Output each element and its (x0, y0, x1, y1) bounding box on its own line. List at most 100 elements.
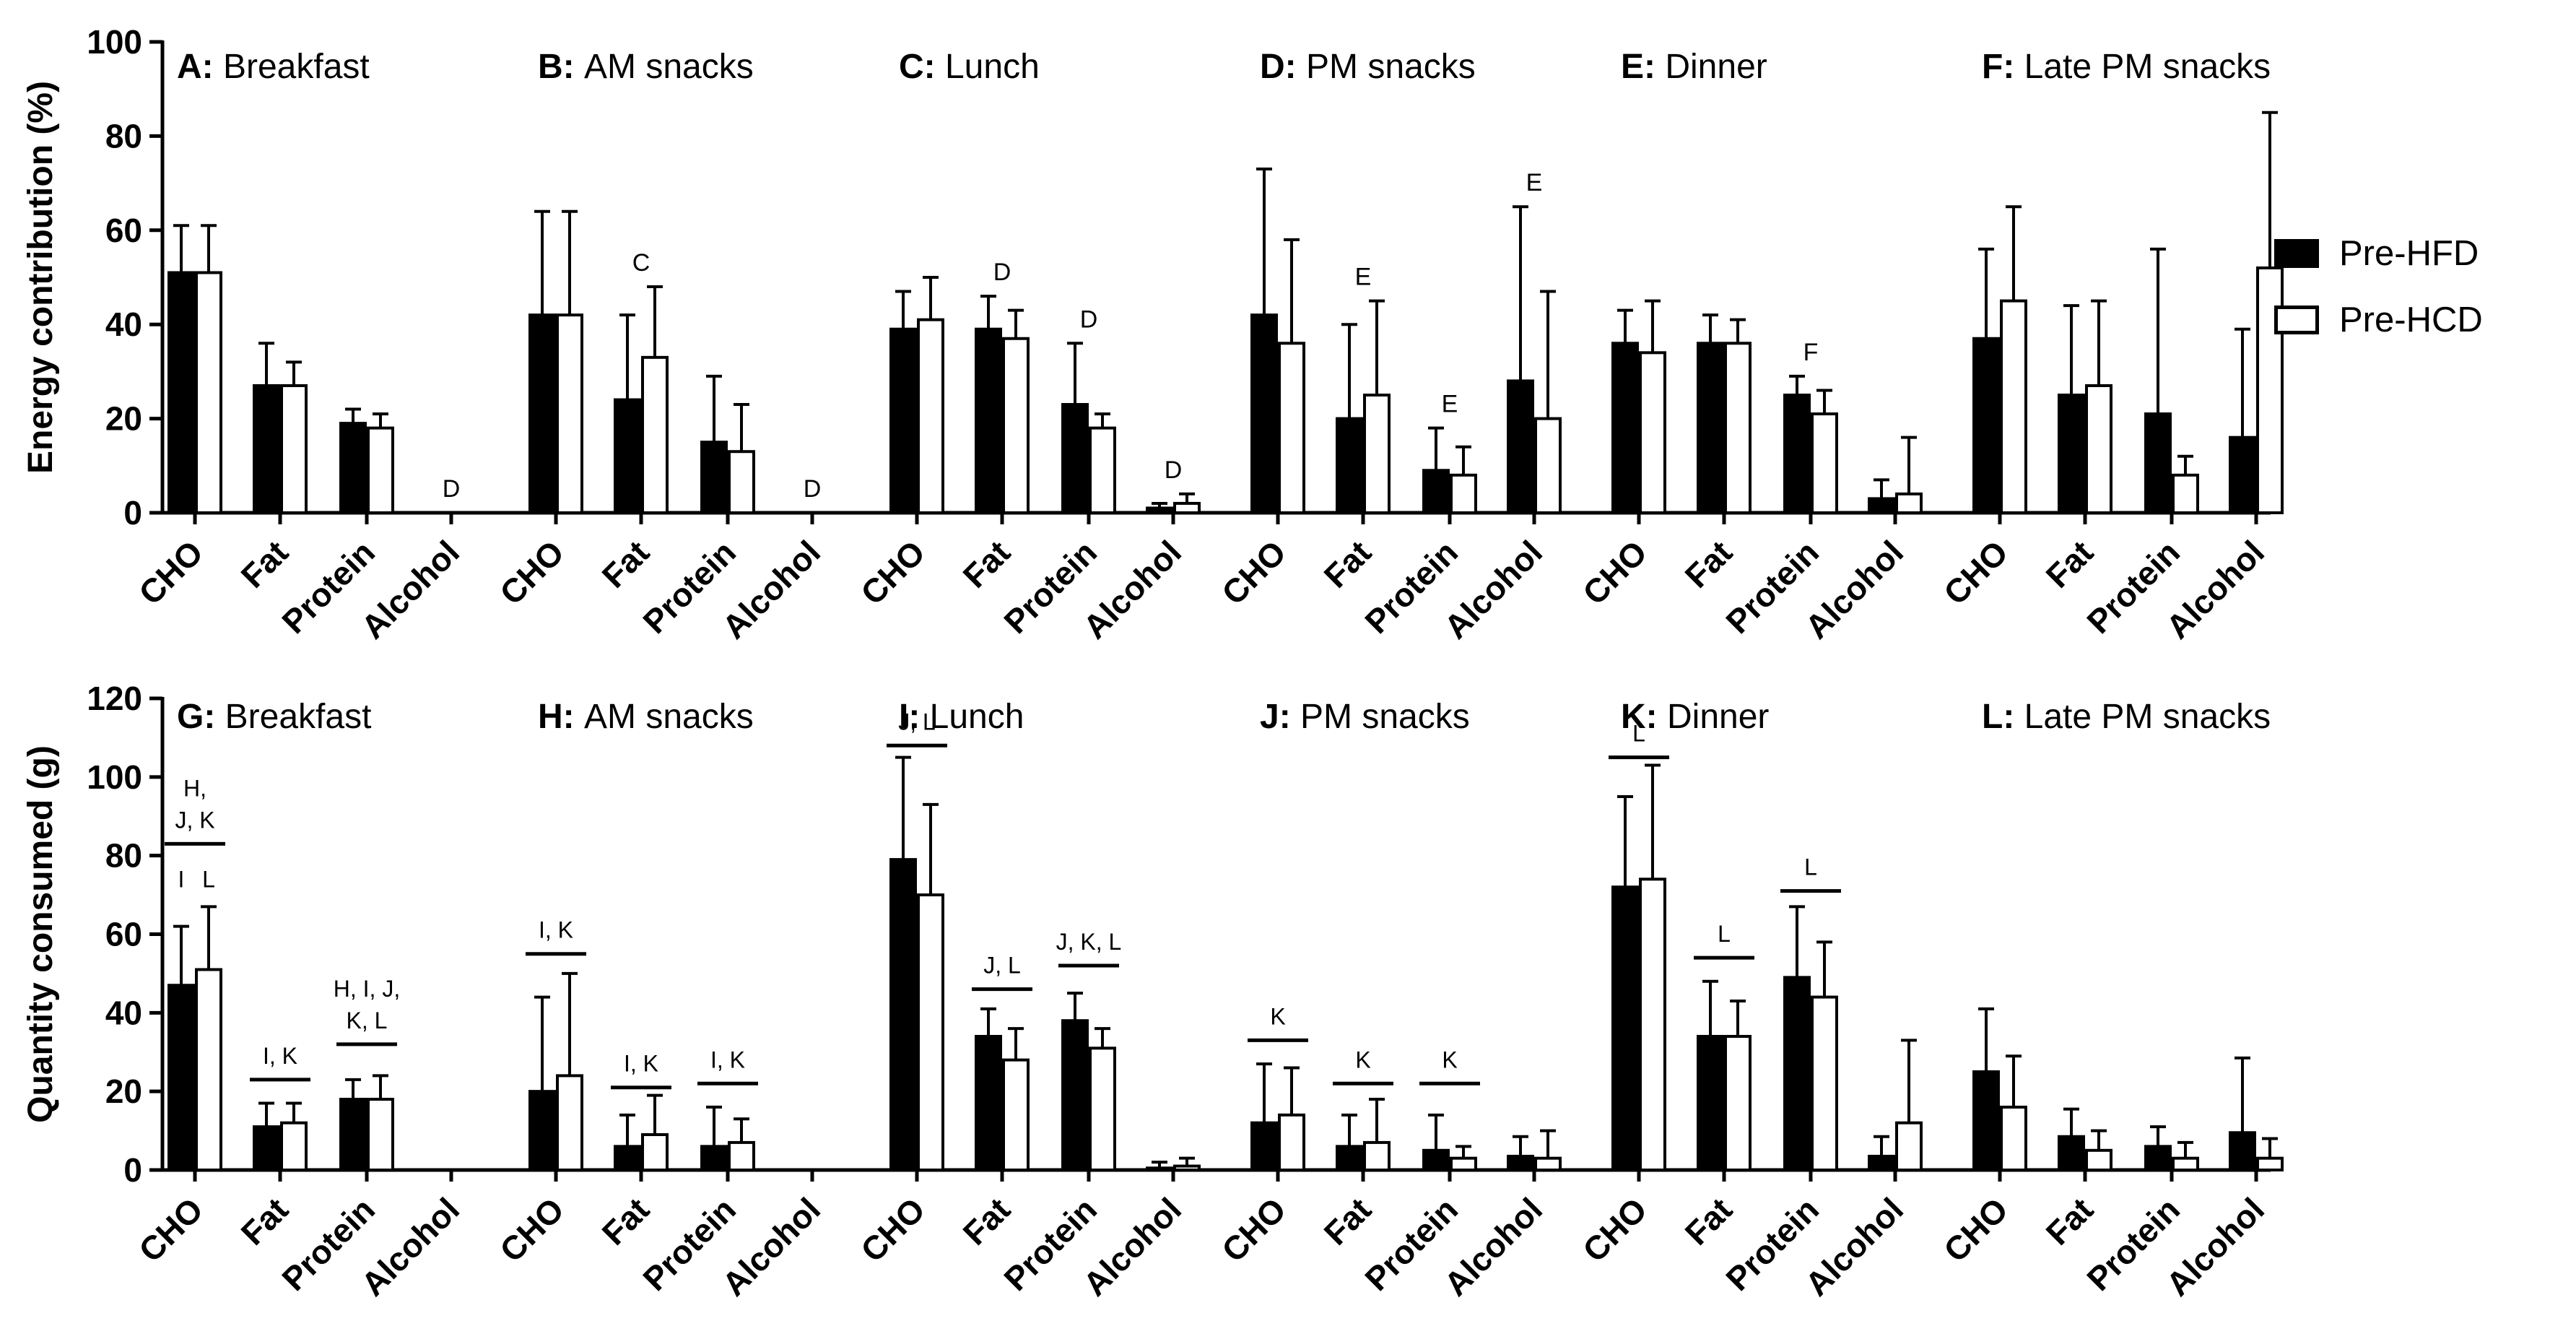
energy-panel-pm-snacks-fat-pre-hfd-bar (1336, 417, 1363, 514)
energy-panel-lunch-fat-pre-hcd-bar (1002, 337, 1030, 515)
energy-panel-am-snacks-annotation-alcohol: D (804, 475, 822, 503)
quantity-panel-pm-snacks-protein-pre-hfd-bar (1422, 1148, 1450, 1171)
energy-panel-late-pm-snacks-x-label-cho: CHO (1936, 533, 2015, 612)
panel-title-text: Lunch (945, 48, 1040, 86)
energy-y-tick-label: 100 (87, 23, 142, 61)
energy-y-tick-label: 60 (105, 212, 142, 249)
panel-letter: B: (538, 48, 584, 86)
quantity-panel-lunch-alcohol-pre-hfd-bar (1146, 1166, 1173, 1172)
energy-panel-breakfast-title: A: Breakfast (177, 48, 370, 86)
energy-panel-breakfast-fat-pre-hfd-bar (253, 384, 280, 515)
quantity-panel-am-snacks-cho-pre-hcd-bar (556, 1074, 583, 1172)
quantity-panel-late-pm-snacks-x-label-cho: CHO (1936, 1190, 2015, 1269)
energy-panel-lunch-annotation-alcohol: D (1165, 456, 1183, 484)
energy-panel-lunch-alcohol-pre-hcd-bar (1173, 501, 1201, 515)
panel-title-text: Late PM snacks (2024, 698, 2271, 736)
panel-letter: E: (1621, 48, 1665, 86)
legend-label-pre-hcd: Pre-HCD (2339, 300, 2483, 339)
panel-title-text: PM snacks (1306, 48, 1476, 86)
panel-title-text: PM snacks (1300, 698, 1470, 736)
quantity-panel-breakfast-bracket-label-protein: K, L (347, 1008, 388, 1034)
quantity-panel-pm-snacks-bracket-label-cho: K (1270, 1003, 1285, 1029)
energy-panel-lunch-cho-pre-hcd-bar (917, 318, 944, 514)
energy-panel-am-snacks-fat-pre-hcd-bar (641, 355, 669, 514)
quantity-panel-dinner-fat-pre-hfd-bar (1697, 1034, 1724, 1171)
quantity-panel-pm-snacks-bracket-label-fat: K (1355, 1046, 1370, 1072)
quantity-panel-breakfast-bar-label-cho-0: I (178, 866, 185, 892)
energy-panel-late-pm-snacks-fat-pre-hfd-bar (2058, 394, 2085, 514)
quantity-panel-am-snacks-protein-pre-hfd-bar (700, 1145, 728, 1171)
quantity-panel-breakfast-protein-pre-hfd-bar (339, 1098, 367, 1172)
panel-letter: L: (1982, 698, 2024, 736)
legend-swatch-pre-hcd (2274, 306, 2319, 334)
quantity-panel-late-pm-snacks-cho-pre-hcd-bar (2000, 1105, 2027, 1172)
energy-panel-late-pm-snacks-alcohol-pre-hfd-bar (2229, 436, 2256, 514)
panel-title-text: Lunch (930, 698, 1024, 736)
quantity-panel-breakfast-cho-pre-hfd-bar (167, 984, 195, 1172)
energy-panel-am-snacks-protein-pre-hfd-bar (700, 441, 728, 515)
quantity-panel-pm-snacks-x-label-cho: CHO (1214, 1190, 1293, 1269)
energy-y-tick-label: 80 (105, 117, 142, 155)
energy-panel-am-snacks-protein-pre-hcd-bar (728, 450, 755, 514)
legend: Pre-HFD Pre-HCD (2274, 220, 2483, 353)
quantity-panel-late-pm-snacks-cho-pre-hfd-bar (1972, 1070, 2000, 1172)
quantity-panel-dinner-bracket-label-fat: L (1718, 921, 1731, 947)
quantity-panel-pm-snacks-cho-pre-hcd-bar (1278, 1113, 1305, 1171)
quantity-panel-dinner-bracket-label-protein: L (1804, 854, 1817, 880)
legend-item-pre-hfd: Pre-HFD (2274, 220, 2483, 287)
energy-panel-pm-snacks-title: D: PM snacks (1260, 48, 1476, 86)
quantity-panel-dinner-fat-pre-hcd-bar (1724, 1034, 1752, 1171)
quantity-panel-lunch-bracket-label-fat: J, L (983, 953, 1021, 979)
quantity-panel-pm-snacks-bracket-label-protein: K (1442, 1046, 1457, 1072)
energy-y-tick-label: 20 (105, 400, 142, 438)
legend-label-pre-hfd: Pre-HFD (2339, 234, 2479, 273)
quantity-panel-dinner-cho-pre-hcd-bar (1639, 878, 1666, 1171)
quantity-y-tick-label: 0 (123, 1151, 142, 1189)
energy-panel-late-pm-snacks-protein-pre-hfd-bar (2144, 412, 2172, 515)
energy-panel-dinner-annotation-protein: F (1803, 339, 1819, 366)
quantity-panel-dinner-alcohol-pre-hfd-bar (1868, 1154, 1895, 1172)
panel-title-text: Dinner (1667, 698, 1769, 736)
panel-title-text: Dinner (1665, 48, 1767, 86)
energy-panel-am-snacks-title: B: AM snacks (538, 48, 754, 86)
energy-panel-lunch-annotation-protein: D (1080, 306, 1098, 333)
quantity-y-tick-label: 20 (105, 1072, 142, 1110)
quantity-panel-dinner-x-label-cho: CHO (1575, 1190, 1654, 1269)
energy-panel-lunch-x-label-cho: CHO (853, 533, 932, 612)
quantity-panel-late-pm-snacks-alcohol-pre-hfd-bar (2229, 1131, 2256, 1172)
quantity-panel-pm-snacks-fat-pre-hcd-bar (1363, 1140, 1391, 1171)
panel-letter: J: (1260, 698, 1300, 736)
energy-panel-breakfast-protein-pre-hfd-bar (339, 422, 367, 514)
quantity-panel-dinner-cho-pre-hfd-bar (1611, 885, 1639, 1171)
energy-panel-pm-snacks-annotation-fat: E (1355, 264, 1372, 291)
quantity-panel-lunch-cho-pre-hcd-bar (917, 893, 944, 1172)
energy-panel-late-pm-snacks-cho-pre-hcd-bar (2000, 299, 2027, 514)
energy-panel-lunch-alcohol-pre-hfd-bar (1146, 506, 1173, 514)
quantity-panel-pm-snacks-alcohol-pre-hfd-bar (1507, 1154, 1534, 1172)
energy-panel-late-pm-snacks-title: F: Late PM snacks (1982, 48, 2271, 86)
quantity-panel-dinner-x-label-fat: Fat (1678, 1190, 1740, 1252)
energy-panel-pm-snacks-annotation-alcohol: E (1526, 169, 1543, 196)
panel-letter: C: (899, 48, 945, 86)
quantity-panel-am-snacks-fat-pre-hcd-bar (641, 1133, 669, 1172)
energy-panel-pm-snacks-alcohol-pre-hfd-bar (1507, 379, 1534, 514)
legend-swatch-pre-hfd (2274, 239, 2319, 268)
energy-panel-am-snacks-cho-pre-hcd-bar (556, 313, 583, 514)
energy-panel-am-snacks-annotation-fat: C (632, 249, 650, 277)
quantity-panel-breakfast-bracket-label-cho: H, (183, 775, 206, 801)
energy-panel-dinner-alcohol-pre-hfd-bar (1868, 497, 1895, 515)
energy-panel-pm-snacks-protein-pre-hcd-bar (1450, 473, 1477, 515)
quantity-panel-late-pm-snacks-protein-pre-hfd-bar (2144, 1145, 2172, 1171)
quantity-panel-dinner-bracket-label-cho: L (1632, 721, 1645, 747)
quantity-panel-am-snacks-x-label-fat: Fat (595, 1190, 657, 1252)
panel-title-text: Breakfast (223, 48, 370, 86)
panel-letter: F: (1982, 48, 2024, 86)
energy-panel-lunch-annotation-fat: D (993, 259, 1011, 286)
energy-panel-breakfast-cho-pre-hfd-bar (167, 271, 195, 514)
panel-title-text: AM snacks (584, 48, 754, 86)
quantity-panel-lunch-cho-pre-hfd-bar (889, 858, 917, 1171)
energy-panel-breakfast-annotation-alcohol: D (443, 475, 461, 503)
energy-panel-breakfast-cho-pre-hcd-bar (195, 271, 222, 514)
quantity-panel-lunch-fat-pre-hcd-bar (1002, 1058, 1030, 1171)
panel-letter: K: (1621, 698, 1667, 736)
